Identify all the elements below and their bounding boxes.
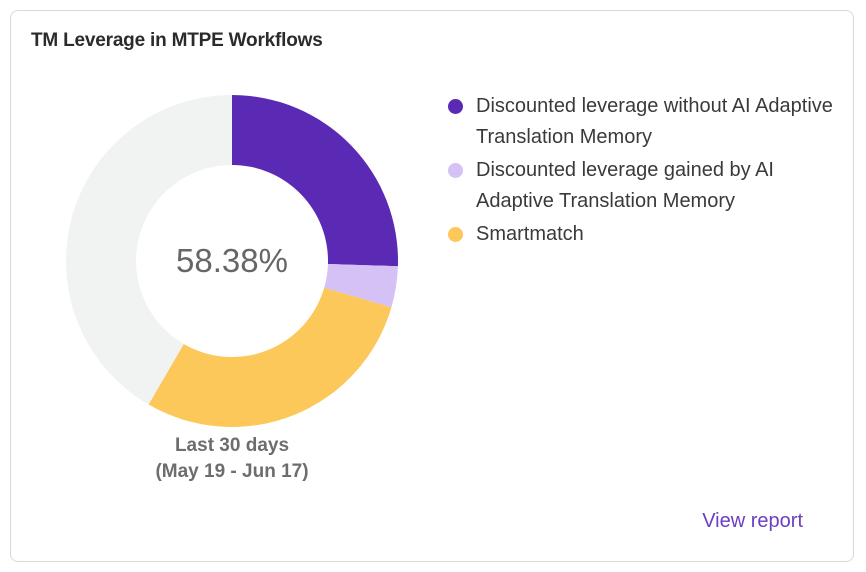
chart-legend: Discounted leverage without AI Adaptive …: [446, 91, 846, 252]
donut-slice-1[interactable]: [232, 95, 398, 267]
legend-label: Discounted leverage without AI Adaptive …: [476, 95, 833, 148]
donut-slice-3[interactable]: [148, 287, 392, 427]
period-dates: (May 19 - Jun 17): [155, 461, 309, 482]
legend-item-smartmatch: Smartmatch: [446, 219, 846, 250]
card-title: TM Leverage in MTPE Workflows: [31, 30, 323, 51]
legend-swatch-without-ai: [448, 99, 463, 114]
legend-swatch-gained-by-ai: [448, 163, 463, 178]
tm-leverage-card: TM Leverage in MTPE Workflows 58.38% Las…: [10, 10, 854, 562]
legend-item-gained-by-ai: Discounted leverage gained by AI Adaptiv…: [446, 155, 846, 217]
view-report-link[interactable]: View report: [702, 510, 803, 532]
donut-chart: [66, 95, 398, 427]
legend-label: Discounted leverage gained by AI Adaptiv…: [476, 159, 774, 212]
donut-slice-2[interactable]: [324, 264, 398, 308]
legend-label: Smartmatch: [476, 223, 584, 245]
period-range-label: Last 30 days: [174, 435, 290, 456]
legend-swatch-smartmatch: [448, 227, 463, 242]
donut-slice-remainder[interactable]: [66, 95, 232, 405]
legend-item-without-ai: Discounted leverage without AI Adaptive …: [446, 91, 846, 153]
period-label: Last 30 days (May 19 - Jun 17): [66, 433, 398, 485]
